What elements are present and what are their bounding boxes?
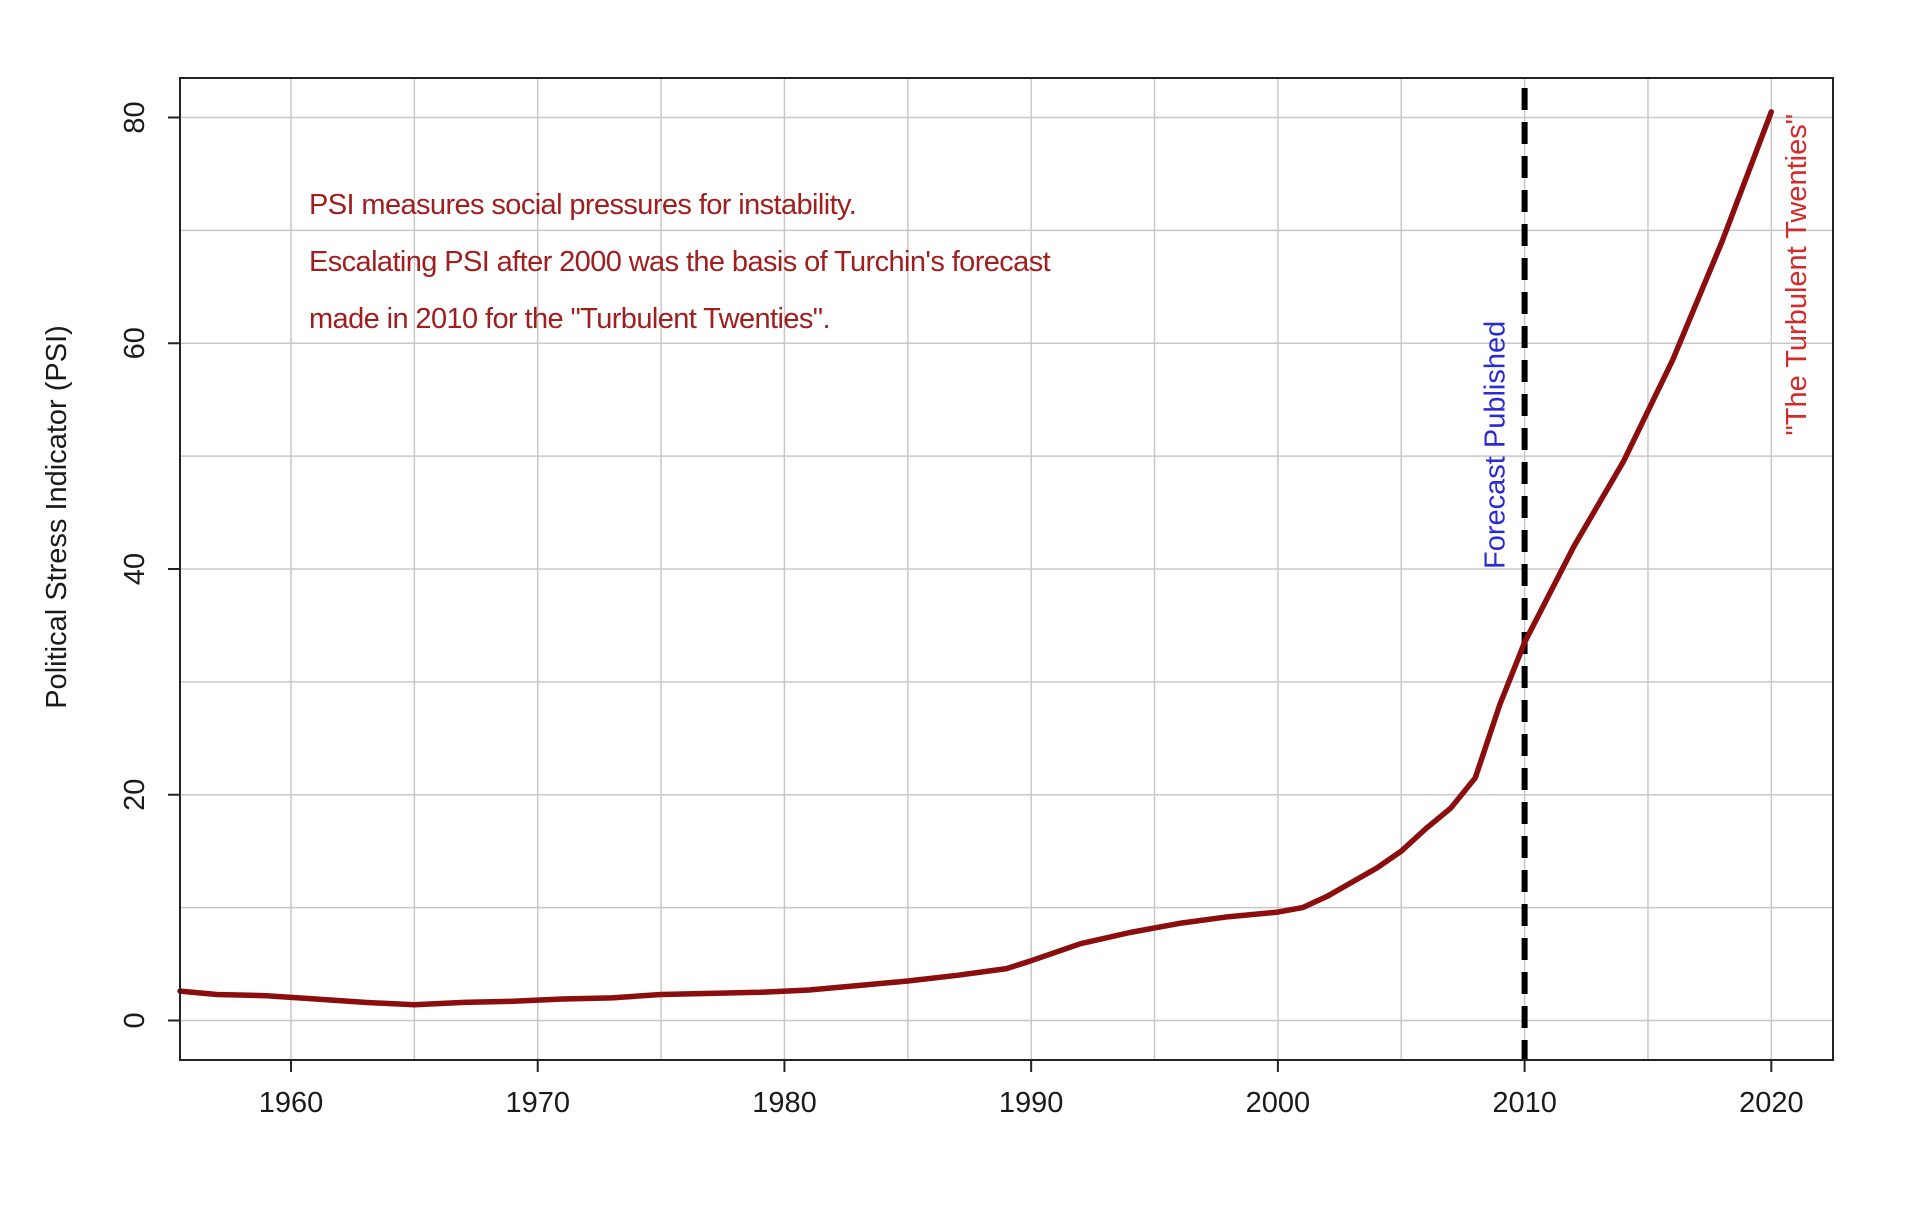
psi-series-line — [177, 109, 1775, 1008]
annotation-line-2: Escalating PSI after 2000 was the basis … — [309, 246, 1051, 278]
y-tick-label: 20 — [119, 779, 151, 811]
x-tick-label: 1990 — [999, 1087, 1064, 1119]
y-tick-label: 0 — [119, 1012, 151, 1028]
grid-lines — [180, 78, 1833, 1060]
y-axis-title: Political Stress Indicator (PSI) — [41, 325, 73, 709]
y-axis: 0 20 40 60 80 — [119, 101, 180, 1029]
annotation-line-3: made in 2010 for the "Turbulent Twenties… — [309, 303, 830, 335]
y-tick-label: 40 — [119, 553, 151, 585]
x-tick-label: 2000 — [1246, 1087, 1311, 1119]
x-tick-label: 1970 — [505, 1087, 570, 1119]
forecast-published-label: Forecast Published — [1480, 321, 1512, 569]
y-tick-label: 60 — [119, 327, 151, 359]
x-tick-label: 2010 — [1492, 1087, 1557, 1119]
annotation-block: PSI measures social pressures for instab… — [309, 189, 1051, 335]
series-group — [177, 109, 1775, 1008]
x-tick-label: 2020 — [1739, 1087, 1804, 1119]
x-axis: 1960 1970 1980 1990 2000 2010 2020 — [259, 1060, 1804, 1119]
turbulent-twenties-label: "The Turbulent Twenties" — [1781, 114, 1813, 436]
x-tick-label: 1980 — [752, 1087, 817, 1119]
x-tick-label: 1960 — [259, 1087, 324, 1119]
annotation-line-1: PSI measures social pressures for instab… — [309, 189, 856, 221]
y-tick-label: 80 — [119, 101, 151, 133]
